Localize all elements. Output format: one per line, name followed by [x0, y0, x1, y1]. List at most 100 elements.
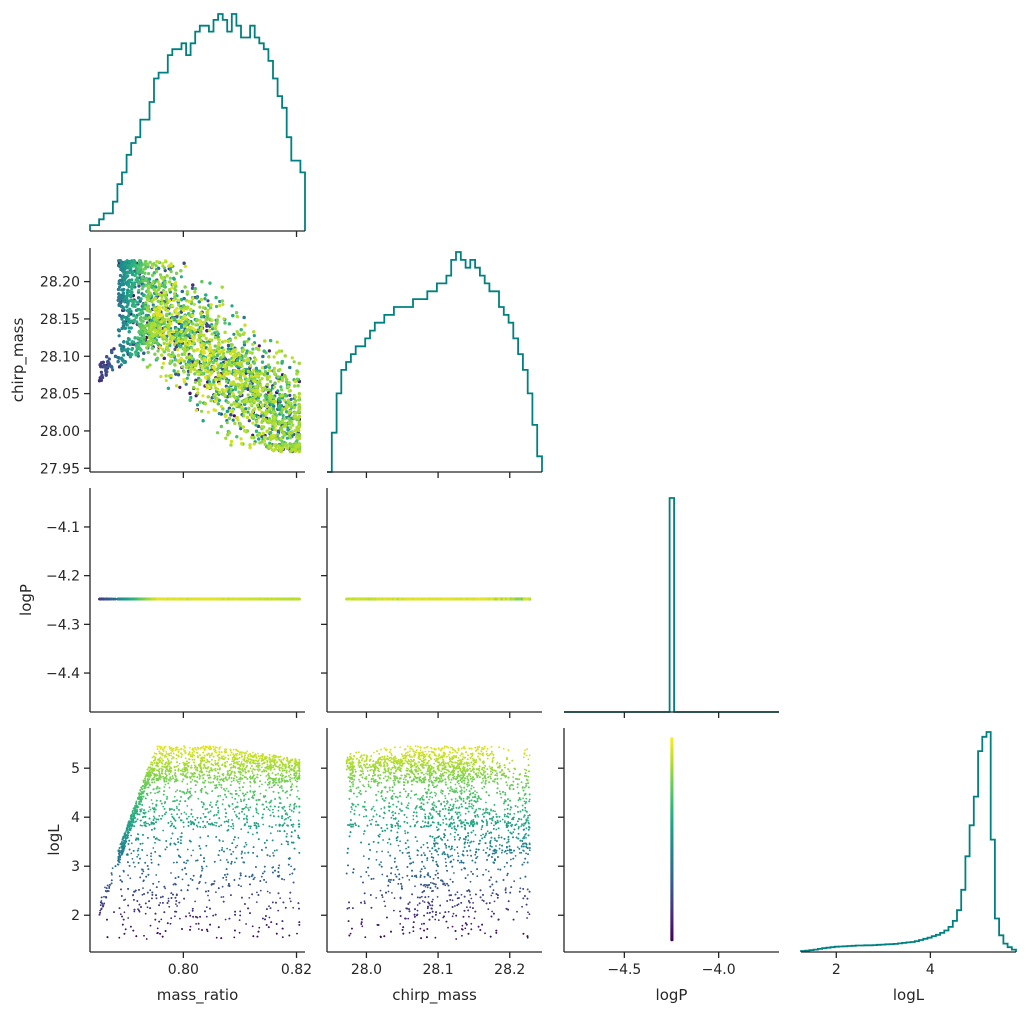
scatter-point — [239, 328, 243, 332]
scatter-point — [189, 369, 193, 374]
scatter-point — [104, 369, 108, 373]
scatter-point — [233, 396, 238, 400]
scatter-point — [260, 435, 264, 439]
scatter-point — [263, 435, 267, 439]
scatter-point — [120, 317, 124, 321]
scatter-point — [169, 373, 173, 378]
scatter-point — [248, 445, 252, 450]
scatter-point — [252, 442, 256, 446]
scatter-point — [290, 356, 294, 360]
scatter-point — [149, 324, 153, 328]
scatter-point — [141, 293, 146, 297]
scatter-point — [126, 270, 130, 274]
scatter-point — [148, 336, 152, 340]
scatter-point — [251, 421, 255, 425]
scatter-point — [173, 292, 177, 296]
scatter-point — [260, 420, 264, 424]
scatter-point — [297, 420, 301, 424]
scatter-point — [165, 274, 169, 278]
scatter-point — [165, 312, 169, 316]
scatter-point — [250, 413, 254, 417]
scatter-point — [297, 433, 301, 437]
scatter-point — [227, 322, 231, 326]
scatter-point — [121, 291, 125, 295]
scatter-point — [164, 295, 168, 299]
scatter-point — [268, 396, 272, 400]
scatter-point — [229, 413, 233, 417]
scatter-point — [273, 400, 277, 404]
scatter-point — [223, 330, 227, 334]
scatter-point — [285, 403, 289, 407]
scatter-point — [239, 437, 243, 441]
scatter-point — [188, 355, 192, 359]
scatter-point — [242, 400, 246, 404]
scatter-point — [199, 311, 203, 315]
scatter-point — [233, 369, 237, 373]
scatter-point — [198, 305, 202, 309]
scatter-point — [131, 304, 136, 308]
scatter-point — [265, 382, 269, 387]
scatter-point — [169, 355, 173, 359]
scatter-point — [249, 374, 254, 378]
scatter-point — [199, 364, 203, 368]
scatter-point — [292, 360, 296, 364]
scatter-point — [280, 388, 284, 392]
scatter-point — [225, 350, 230, 354]
scatter-point — [201, 419, 205, 423]
scatter-point — [248, 350, 252, 354]
scatter-point — [173, 287, 177, 291]
scatter-point — [264, 412, 268, 416]
scatter-point — [137, 312, 141, 316]
scatter-point — [179, 269, 183, 273]
scatter-point — [276, 429, 280, 433]
scatter-point — [282, 432, 286, 436]
scatter-point — [234, 385, 238, 389]
scatter-point — [207, 317, 211, 321]
scatter-point — [238, 386, 242, 390]
scatter-point — [146, 350, 150, 355]
scatter-point — [224, 436, 228, 440]
scatter-point — [198, 400, 202, 404]
scatter-point — [287, 417, 291, 421]
scatter-point — [165, 338, 169, 342]
scatter-point — [116, 360, 120, 364]
scatter-point — [173, 347, 177, 351]
scatter-point — [257, 437, 261, 441]
scatter-point — [215, 320, 219, 325]
scatter-point — [168, 280, 172, 284]
scatter-point — [182, 370, 186, 374]
scatter-point — [187, 299, 191, 304]
scatter-point — [148, 363, 152, 367]
scatter-point — [132, 281, 137, 286]
scatter-point — [283, 354, 287, 358]
scatter-point — [122, 287, 126, 292]
scatter-point — [246, 393, 250, 397]
scatter-point — [118, 293, 122, 297]
scatter-point — [137, 296, 141, 300]
scatter-point — [121, 299, 125, 303]
scatter-point — [177, 298, 181, 302]
scatter-point — [276, 389, 280, 393]
scatter-point — [265, 404, 269, 408]
scatter-point — [295, 369, 299, 373]
scatter-point — [231, 314, 235, 318]
scatter-point — [174, 372, 178, 376]
scatter-point — [180, 289, 184, 294]
scatter-point — [249, 398, 253, 402]
scatter-point — [133, 299, 138, 303]
scatter-point — [229, 443, 233, 447]
scatter-point — [160, 353, 164, 357]
scatter-point — [273, 416, 277, 420]
scatter-point — [260, 366, 264, 370]
scatter-point — [223, 394, 227, 398]
scatter-point — [232, 354, 236, 358]
scatter-point — [288, 365, 292, 370]
scatter-point — [260, 360, 265, 364]
scatter-point — [251, 342, 255, 346]
scatter-point — [237, 402, 241, 406]
scatter-point — [193, 372, 197, 376]
scatter-point — [123, 326, 127, 330]
scatter-point — [272, 443, 276, 447]
scatter-point — [156, 299, 160, 303]
scatter-point — [142, 351, 146, 355]
